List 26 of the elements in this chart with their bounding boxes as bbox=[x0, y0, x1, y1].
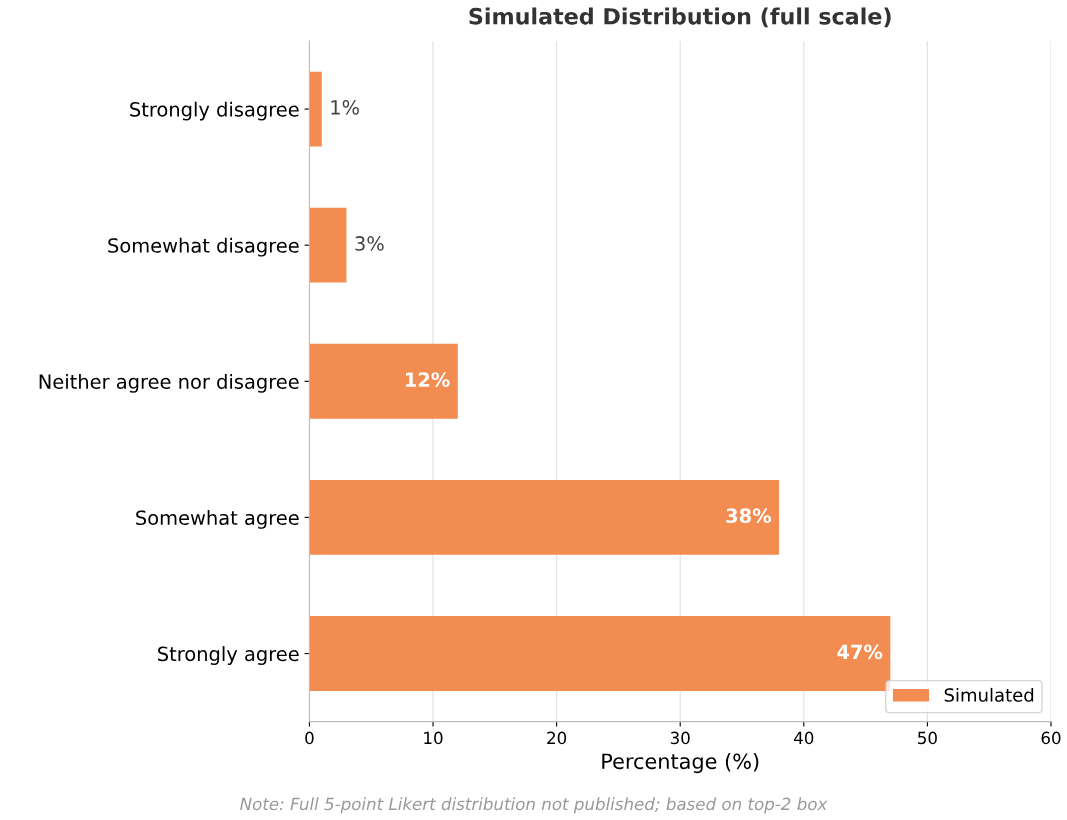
x-tick-label: 30 bbox=[670, 731, 690, 745]
data-label: 3% bbox=[355, 236, 384, 251]
data-label: 12% bbox=[405, 372, 450, 387]
bar bbox=[309, 343, 458, 419]
bar bbox=[309, 71, 322, 147]
data-label: 1% bbox=[331, 99, 359, 115]
y-tick-label: Somewhat disagree bbox=[108, 237, 299, 257]
x-axis-title: Percentage (%) bbox=[602, 753, 759, 774]
x-tick-label: 0 bbox=[305, 731, 314, 745]
x-tick-label: 10 bbox=[424, 731, 443, 745]
y-tick-label: Somewhat agree bbox=[136, 510, 299, 529]
x-tick-label: 50 bbox=[918, 731, 937, 745]
bar bbox=[309, 616, 891, 691]
y-tick-label: Neither agree nor disagree bbox=[39, 373, 299, 393]
x-tick-label: 20 bbox=[547, 731, 567, 745]
y-tick-label: Strongly agree bbox=[158, 646, 299, 665]
legend-label: Simulated bbox=[944, 687, 1034, 702]
data-label: 47% bbox=[837, 644, 883, 660]
text: Note: Full 5-point Likert distribution not published; based on top-2 box bbox=[240, 797, 828, 814]
bar bbox=[309, 479, 780, 555]
chart-title: Simulated Distribution (full scale) bbox=[469, 7, 891, 28]
x-tick-label: 60 bbox=[1041, 731, 1061, 745]
data-label: 38% bbox=[726, 508, 772, 524]
x-tick-label: 40 bbox=[794, 731, 814, 745]
y-tick-label: Strongly disagree bbox=[130, 101, 299, 121]
bar bbox=[309, 207, 347, 283]
